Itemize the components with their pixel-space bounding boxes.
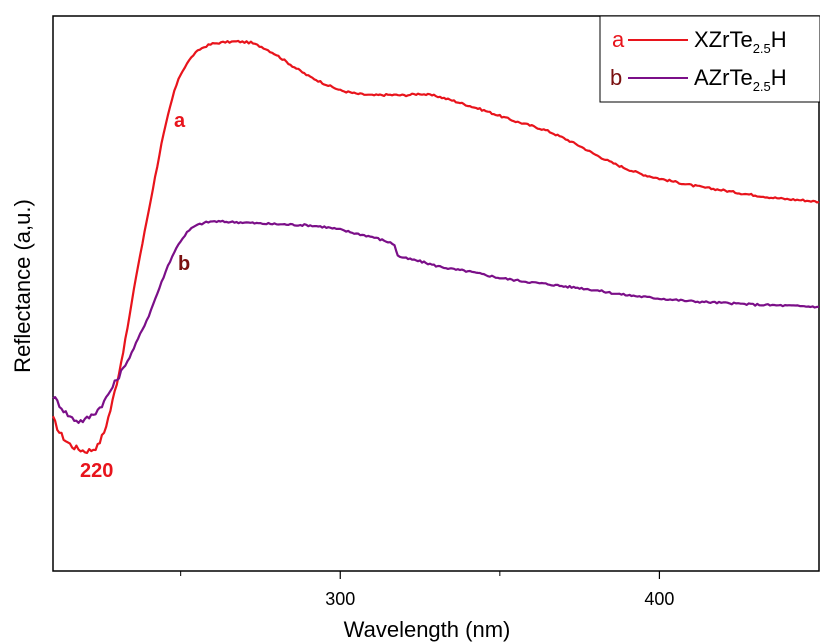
legend-formula-sub-b: 2.5 — [753, 79, 771, 94]
x-axis-title: Wavelength (nm) — [344, 617, 511, 642]
legend-label-b: AZrTe2.5H — [694, 65, 787, 94]
legend: a XZrTe2.5H b AZrTe2.5H — [599, 15, 820, 103]
legend-box — [599, 15, 820, 103]
peak-label-220: 220 — [80, 460, 113, 482]
x-axis-ticks: 300 400 — [180, 571, 674, 609]
legend-entry-a: a XZrTe2.5H — [612, 27, 787, 56]
legend-letter-b: b — [610, 65, 622, 90]
plot-area-border — [52, 15, 820, 572]
legend-formula-b: AZrTe — [694, 65, 753, 90]
plot-frame — [52, 15, 820, 572]
series-line-a — [52, 39, 820, 455]
legend-letter-a: a — [612, 27, 625, 52]
legend-label-a: XZrTe2.5H — [694, 27, 787, 56]
series-line-b — [52, 219, 820, 424]
y-axis-title: Reflectance (a,u.) — [10, 199, 35, 373]
series-layer — [52, 39, 820, 455]
legend-formula-a: XZrTe — [694, 27, 753, 52]
curve-label-b: b — [178, 253, 190, 275]
x-tick-label: 400 — [644, 589, 674, 609]
legend-formula-tail-a: H — [771, 27, 787, 52]
x-tick-label: 300 — [325, 589, 355, 609]
legend-formula-tail-b: H — [771, 65, 787, 90]
legend-formula-sub-a: 2.5 — [753, 41, 771, 56]
curve-label-a: a — [174, 110, 186, 132]
legend-entry-b: b AZrTe2.5H — [610, 65, 787, 94]
